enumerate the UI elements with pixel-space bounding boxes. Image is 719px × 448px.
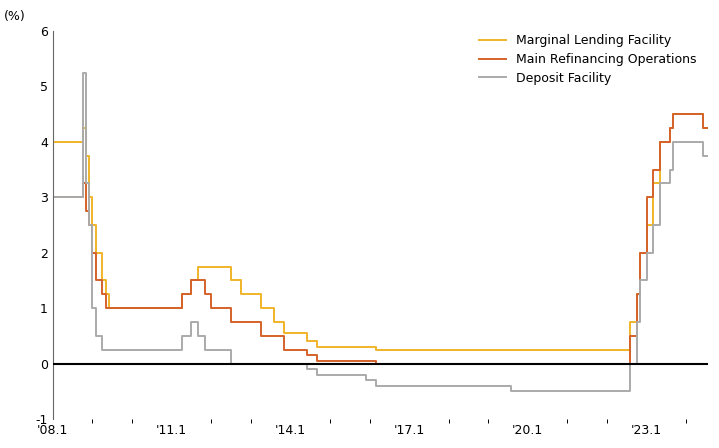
Marginal Lending Facility — [636, 250, 644, 255]
Main Refinancing Operations — [669, 112, 677, 117]
Main Refinancing Operations — [372, 361, 380, 366]
Legend: Marginal Lending Facility, Main Refinancing Operations, Deposit Facility: Marginal Lending Facility, Main Refinanc… — [474, 30, 702, 90]
Marginal Lending Facility — [665, 139, 674, 145]
Deposit Facility — [193, 333, 202, 339]
Main Refinancing Operations — [49, 194, 58, 200]
Main Refinancing Operations — [665, 125, 674, 131]
Line: Marginal Lending Facility: Marginal Lending Facility — [53, 114, 708, 350]
Main Refinancing Operations — [656, 139, 664, 145]
Main Refinancing Operations — [636, 250, 644, 255]
Deposit Facility — [507, 388, 516, 394]
Deposit Facility — [49, 194, 58, 200]
Main Refinancing Operations — [372, 358, 380, 363]
Marginal Lending Facility — [656, 139, 664, 145]
Deposit Facility — [656, 222, 664, 228]
Deposit Facility — [177, 347, 186, 353]
Deposit Facility — [237, 361, 245, 366]
Line: Main Refinancing Operations: Main Refinancing Operations — [53, 114, 708, 364]
Marginal Lending Facility — [669, 112, 677, 117]
Marginal Lending Facility — [704, 125, 713, 131]
Main Refinancing Operations — [626, 361, 634, 366]
Deposit Facility — [313, 366, 321, 372]
Deposit Facility — [78, 70, 87, 75]
Marginal Lending Facility — [626, 347, 634, 353]
Marginal Lending Facility — [372, 347, 380, 353]
Deposit Facility — [91, 333, 100, 339]
Marginal Lending Facility — [665, 125, 674, 131]
Marginal Lending Facility — [372, 344, 380, 349]
Marginal Lending Facility — [49, 139, 58, 145]
Main Refinancing Operations — [665, 139, 674, 145]
Text: (%): (%) — [4, 10, 26, 23]
Deposit Facility — [704, 153, 713, 159]
Main Refinancing Operations — [704, 125, 713, 131]
Line: Deposit Facility: Deposit Facility — [53, 73, 708, 391]
